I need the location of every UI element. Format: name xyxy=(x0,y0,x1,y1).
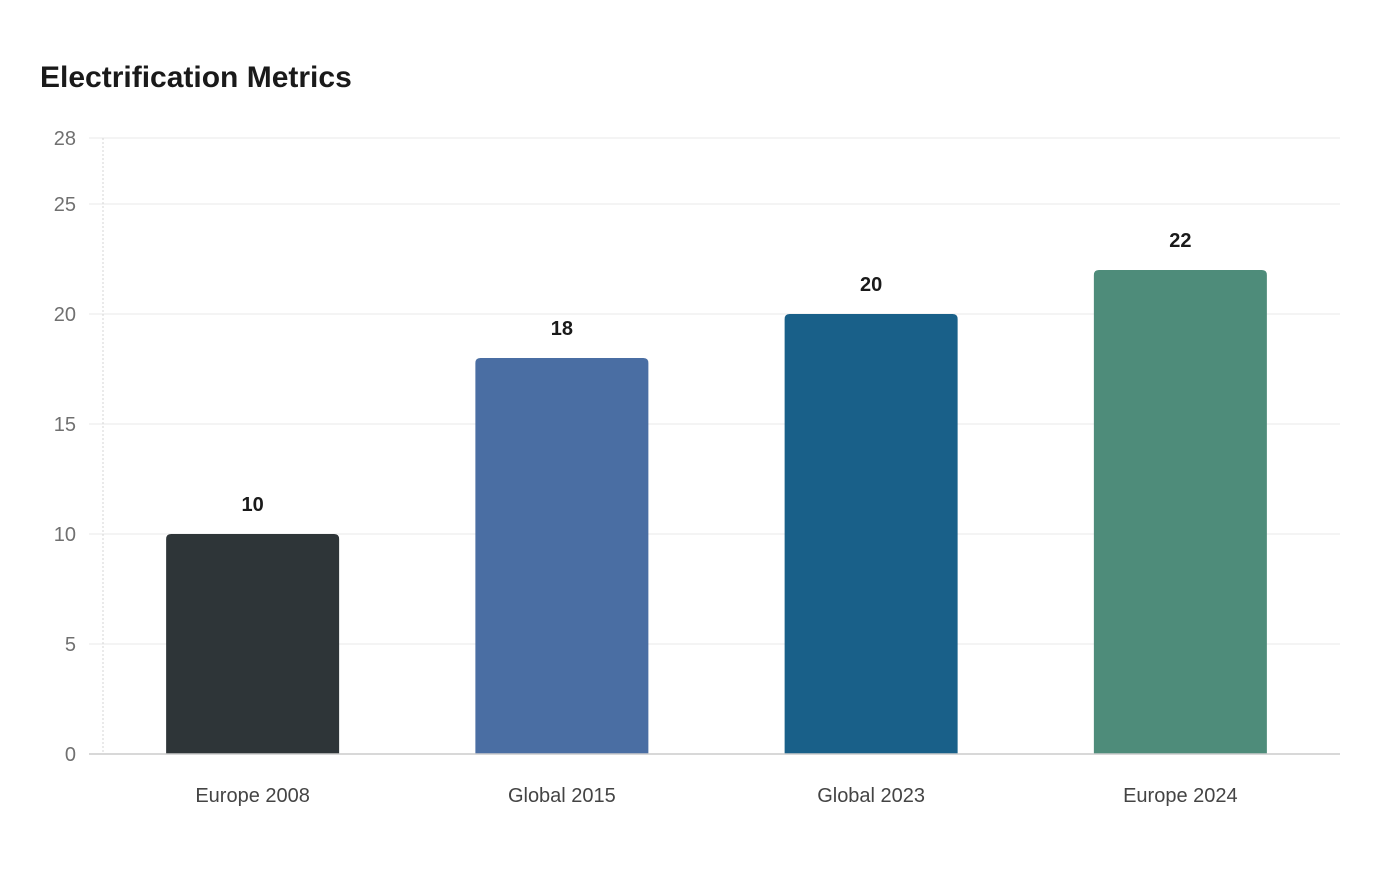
data-label: 18 xyxy=(551,318,573,340)
ytick-label: 25 xyxy=(54,194,76,216)
data-label: 22 xyxy=(1169,230,1191,252)
data-label: 10 xyxy=(242,494,264,516)
bar-europe-2008 xyxy=(166,534,340,754)
xtick-label: Global 2015 xyxy=(508,785,616,807)
xtick-label: Europe 2024 xyxy=(1123,785,1238,807)
chart-title: Electrification Metrics xyxy=(40,61,352,94)
ytick-label: 10 xyxy=(54,524,76,546)
ytick-label: 0 xyxy=(65,744,76,766)
ytick-label: 5 xyxy=(65,634,76,656)
ytick-label: 15 xyxy=(54,414,76,436)
bars xyxy=(166,270,1267,754)
data-label: 20 xyxy=(860,274,882,296)
bar-global-2015 xyxy=(475,358,649,754)
labels: 0 5 10 15 20 25 28 10 Europe 2008 18 Global 2015 20… xyxy=(54,128,1238,807)
xtick-label: Global 2023 xyxy=(817,785,925,807)
ytick-label: 20 xyxy=(54,304,76,326)
bar-europe-2024 xyxy=(1093,270,1267,754)
axes xyxy=(89,138,1340,755)
xtick-label: Europe 2008 xyxy=(195,785,310,807)
bar-global-2023 xyxy=(784,314,958,754)
ytick-label: 28 xyxy=(54,128,76,150)
